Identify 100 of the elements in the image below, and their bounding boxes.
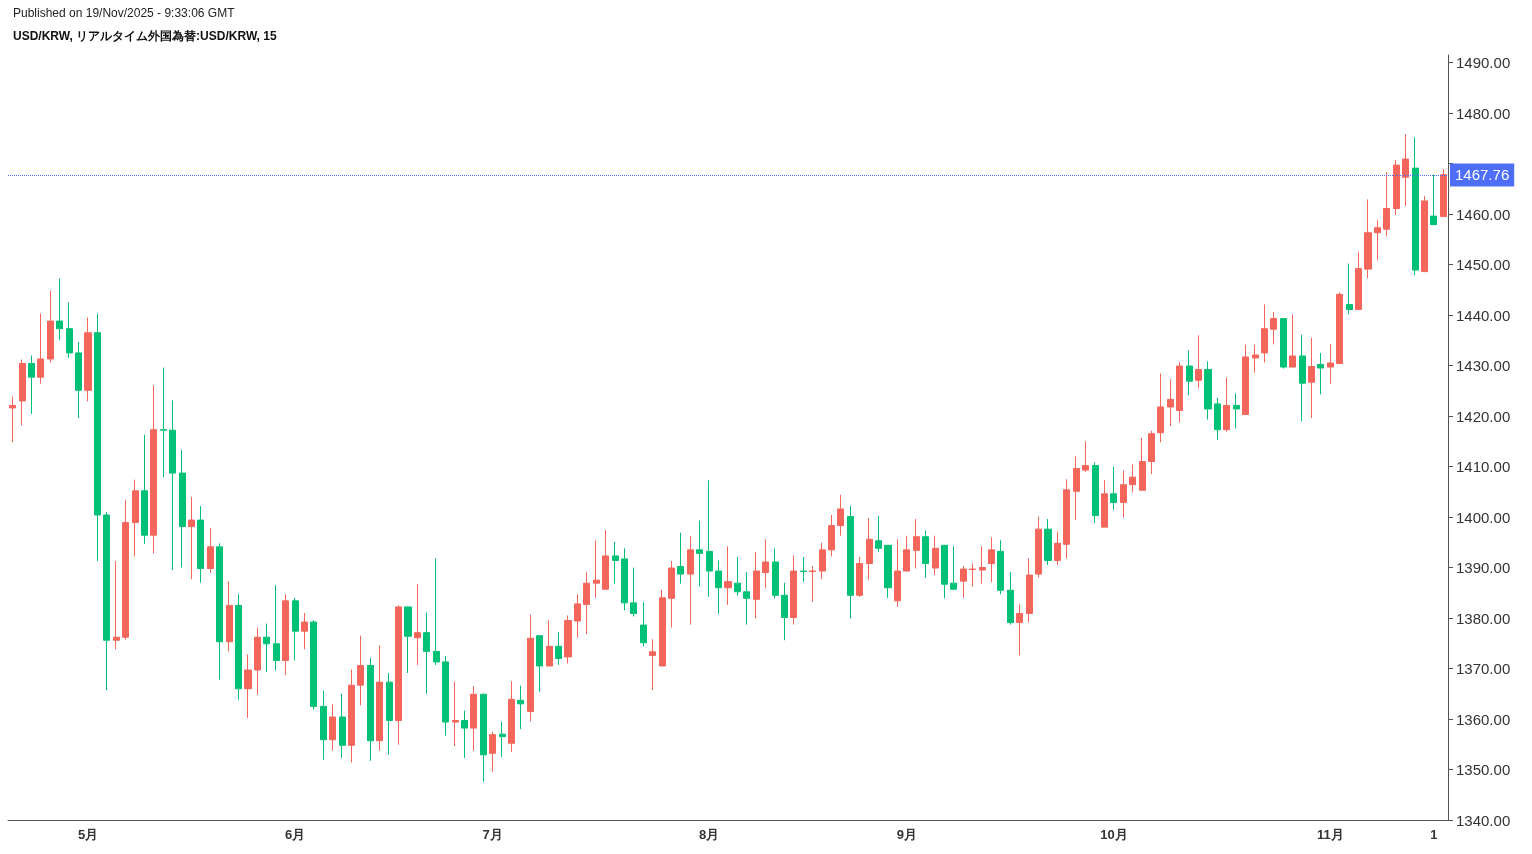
candlestick bbox=[489, 731, 496, 773]
y-tick-label: 1420.00 bbox=[1456, 407, 1511, 425]
candlestick bbox=[772, 547, 779, 599]
candlestick bbox=[790, 554, 797, 626]
candlestick bbox=[113, 560, 120, 650]
candlestick bbox=[1148, 430, 1155, 475]
candlestick bbox=[1289, 314, 1296, 368]
x-tick-label: 11月 bbox=[1316, 827, 1344, 842]
candlestick bbox=[866, 517, 873, 581]
candlestick bbox=[169, 399, 176, 571]
candlestick bbox=[1073, 455, 1080, 521]
candlestick bbox=[1007, 571, 1014, 626]
candlestick bbox=[1082, 440, 1089, 473]
candlestick bbox=[75, 341, 82, 419]
candlestick bbox=[1195, 334, 1202, 389]
candlestick bbox=[263, 623, 270, 673]
candlestick bbox=[395, 604, 402, 746]
candlestick bbox=[706, 479, 713, 598]
candlestick bbox=[37, 313, 44, 385]
candlestick bbox=[254, 627, 261, 696]
y-tick-label: 1390.00 bbox=[1456, 559, 1511, 577]
candlestick bbox=[555, 631, 562, 666]
candlestick bbox=[292, 597, 299, 661]
candlestick bbox=[913, 518, 920, 570]
candlestick bbox=[1101, 479, 1108, 528]
x-tick-label: 1 bbox=[1430, 827, 1438, 842]
x-tick-label: 10月 bbox=[1100, 827, 1128, 842]
candlestick bbox=[367, 657, 374, 762]
y-tick-label: 1410.00 bbox=[1456, 458, 1511, 476]
candlestick bbox=[273, 584, 280, 672]
candlestick bbox=[517, 685, 524, 730]
candlestick bbox=[461, 709, 468, 759]
candlestick bbox=[1054, 531, 1061, 566]
candlestick bbox=[583, 571, 590, 635]
candlestick bbox=[1402, 133, 1409, 207]
candlestick bbox=[141, 434, 148, 545]
candlestick bbox=[1016, 603, 1023, 656]
candlestick bbox=[1327, 343, 1334, 385]
candlestick bbox=[828, 514, 835, 557]
candlestick bbox=[734, 556, 741, 597]
candlestick bbox=[1139, 437, 1146, 491]
candlestick bbox=[376, 644, 383, 752]
candlestick bbox=[1270, 311, 1277, 345]
candlestick bbox=[103, 511, 110, 691]
candlestick bbox=[442, 655, 449, 737]
candlestick bbox=[1242, 344, 1249, 416]
candlestick bbox=[1252, 344, 1259, 374]
candlestick bbox=[612, 541, 619, 585]
candlestick bbox=[875, 515, 882, 553]
candlestick bbox=[837, 494, 844, 537]
candlestick bbox=[9, 395, 16, 443]
candlestick bbox=[160, 367, 167, 478]
candlestick bbox=[1308, 337, 1315, 419]
candlestick bbox=[480, 693, 487, 783]
candlestick bbox=[1063, 478, 1070, 559]
candlestick bbox=[979, 545, 986, 585]
candlestick bbox=[715, 559, 722, 615]
candlestick bbox=[932, 535, 939, 576]
candlestick bbox=[122, 499, 129, 641]
candlestick bbox=[724, 545, 732, 606]
candlestick bbox=[1167, 378, 1174, 427]
candlestick bbox=[282, 593, 289, 676]
text: Published on 19/Nov/2025 - 9:33:06 GMT bbox=[13, 6, 236, 20]
candlestick bbox=[1044, 518, 1052, 566]
candlestick bbox=[56, 278, 63, 341]
candlestick bbox=[508, 680, 515, 753]
candlestick bbox=[847, 505, 854, 620]
candlestick bbox=[1120, 470, 1127, 519]
candlestick bbox=[536, 635, 543, 693]
x-tick-label: 5月 bbox=[77, 827, 99, 842]
candlestick bbox=[1035, 516, 1042, 579]
candlestick bbox=[659, 589, 666, 667]
candlestick bbox=[640, 601, 647, 647]
candlestick bbox=[1346, 263, 1353, 316]
candlestick bbox=[1393, 159, 1400, 216]
candlestick bbox=[997, 539, 1004, 595]
candlestick bbox=[743, 571, 750, 626]
candlestick bbox=[602, 529, 609, 590]
candlestick bbox=[235, 593, 242, 701]
candlestick bbox=[819, 542, 826, 580]
candlestick bbox=[1421, 195, 1428, 273]
candlestick bbox=[1186, 349, 1193, 396]
candlestick bbox=[809, 565, 816, 603]
candlestick bbox=[649, 638, 656, 691]
candlestick bbox=[329, 703, 336, 752]
candlestick bbox=[339, 693, 346, 759]
candlestick bbox=[687, 535, 694, 626]
y-tick-label: 1480.00 bbox=[1456, 104, 1511, 122]
candlestick bbox=[207, 527, 214, 574]
candlestick bbox=[1374, 219, 1381, 261]
candlestick bbox=[470, 685, 477, 752]
y-tick-label: 1450.00 bbox=[1456, 256, 1511, 274]
y-tick-label: 1370.00 bbox=[1456, 660, 1511, 678]
candlestick bbox=[546, 619, 553, 667]
candlestick bbox=[66, 301, 73, 359]
candlestick bbox=[1317, 352, 1324, 395]
chart-title: USD/KRW, リアルタイム外国為替:USD/KRW, 15 bbox=[13, 29, 277, 43]
candlestick bbox=[19, 358, 26, 427]
candlestick bbox=[357, 635, 364, 706]
candlestick bbox=[1223, 377, 1230, 433]
